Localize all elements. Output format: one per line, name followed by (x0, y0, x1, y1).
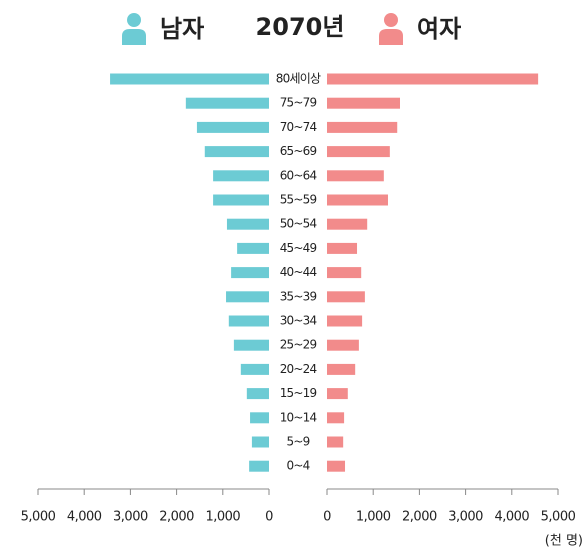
legend-female: 여자 (379, 13, 461, 45)
legend-icon (127, 13, 141, 27)
bar (249, 460, 269, 472)
bar (233, 339, 269, 351)
bar (251, 436, 269, 448)
x-tick-label: 0 (323, 510, 331, 525)
category-label: 55~59 (280, 193, 317, 207)
bar (213, 194, 269, 206)
bar (327, 170, 384, 182)
legend-icon (384, 13, 398, 27)
bar (226, 218, 269, 230)
category-label: 35~39 (280, 289, 317, 303)
x-tick-label: 2,000 (159, 510, 194, 525)
bar (327, 412, 345, 424)
x-tick-label: 4,000 (67, 510, 102, 525)
category-label: 40~44 (280, 265, 317, 279)
bar (327, 315, 363, 327)
bar (327, 242, 358, 254)
bar (327, 97, 400, 109)
bar (231, 267, 269, 279)
bar (237, 242, 269, 254)
bar (327, 388, 348, 400)
bar (110, 73, 270, 85)
x-tick-label: 3,000 (448, 510, 483, 525)
x-tick-label: 5,000 (541, 510, 576, 525)
bar (185, 97, 269, 109)
bar (246, 388, 269, 400)
legend-icon (379, 29, 403, 45)
legend-label: 남자 (160, 15, 204, 43)
category-label: 25~29 (280, 338, 317, 352)
bar (327, 267, 362, 279)
bar (327, 146, 390, 158)
bar (213, 170, 269, 182)
chart-title: 2070년 (256, 13, 345, 41)
bar (196, 121, 269, 133)
bar (327, 339, 359, 351)
bar (327, 73, 539, 85)
category-label: 80세이상 (276, 72, 321, 86)
category-label: 15~19 (280, 386, 317, 400)
category-label: 10~14 (280, 410, 317, 424)
bar (250, 412, 269, 424)
axis-unit: (천 명) (545, 534, 583, 549)
x-tick-label: 3,000 (113, 510, 148, 525)
category-label: 0~4 (287, 459, 310, 473)
bar (327, 436, 344, 448)
bar (327, 194, 388, 206)
category-label: 20~24 (280, 362, 317, 376)
category-label: 65~69 (280, 144, 317, 158)
category-label: 45~49 (280, 241, 317, 255)
bar (226, 291, 269, 303)
legend-label: 여자 (417, 15, 461, 43)
bar (327, 291, 365, 303)
category-label: 30~34 (280, 314, 317, 328)
bar (228, 315, 269, 327)
x-tick-label: 1,000 (356, 510, 391, 525)
bar (327, 121, 398, 133)
bar (327, 363, 356, 375)
category-label: 60~64 (280, 168, 317, 182)
bar (327, 460, 346, 472)
x-tick-label: 2,000 (402, 510, 437, 525)
bar (204, 146, 269, 158)
bar (240, 363, 269, 375)
legend-icon (122, 29, 146, 45)
x-tick-label: 0 (265, 510, 273, 525)
category-label: 70~74 (280, 120, 317, 134)
x-tick-label: 4,000 (494, 510, 529, 525)
category-label: 75~79 (280, 96, 317, 110)
x-tick-label: 1,000 (205, 510, 240, 525)
x-tick-label: 5,000 (21, 510, 56, 525)
category-label: 5~9 (287, 435, 310, 449)
category-label: 50~54 (280, 217, 317, 231)
bar (327, 218, 368, 230)
legend-male: 남자 (122, 13, 204, 45)
